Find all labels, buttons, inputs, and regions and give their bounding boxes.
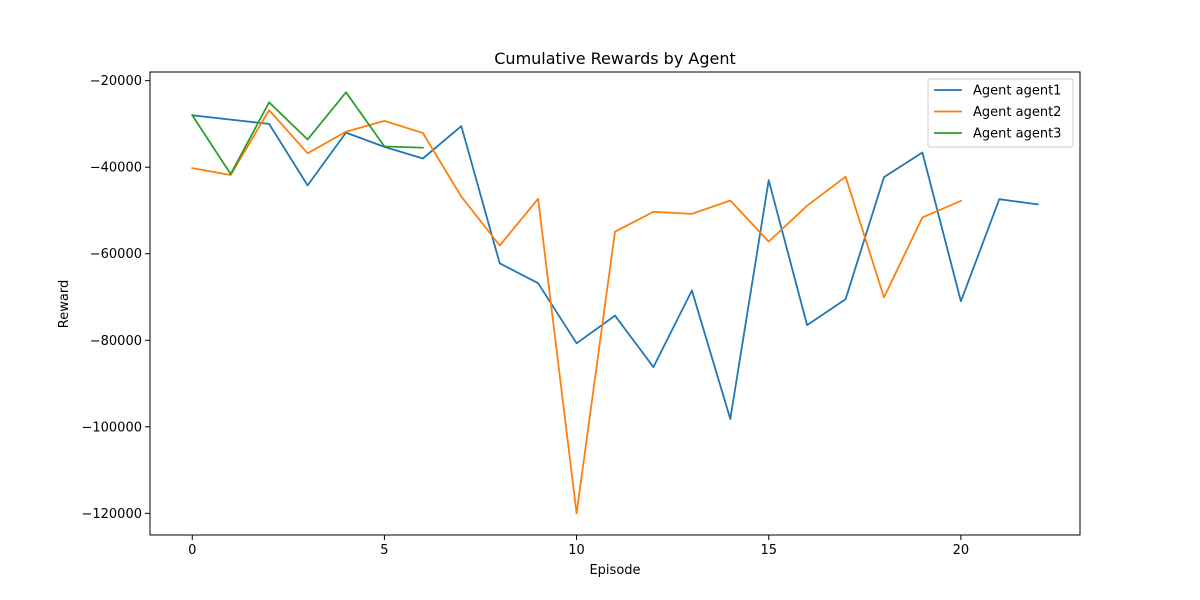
legend: Agent agent1 Agent agent2 Agent agent3 [927, 78, 1074, 148]
legend-box [927, 78, 1074, 148]
x-axis-label: Episode [589, 563, 640, 578]
legend-label-2: Agent agent2 [973, 105, 1061, 120]
x-tick-label: 20 [953, 543, 970, 558]
axis-ticks: 0 5 10 15 20 −20000 −40000 −60000 −80000 −100000 −… [81, 74, 969, 558]
series-line-3 [191, 91, 424, 176]
y-tick-label: −20000 [90, 74, 142, 89]
y-tick-label: −40000 [90, 161, 142, 176]
x-tick-label: 0 [188, 543, 196, 558]
x-tick-label: 5 [380, 543, 388, 558]
y-tick-label: −80000 [90, 334, 142, 349]
series-line-1 [191, 114, 1039, 420]
x-tick-label: 15 [760, 543, 777, 558]
plot-frame [149, 71, 1081, 536]
x-tick-label: 10 [568, 543, 585, 558]
series-lines [191, 91, 1039, 515]
y-axis-label: Reward [57, 280, 72, 328]
chart-title: Cumulative Rewards by Agent [494, 49, 735, 68]
y-tick-label: −60000 [90, 247, 142, 262]
legend-label-3: Agent agent3 [973, 127, 1061, 142]
series-line-2 [191, 109, 963, 515]
y-tick-label: −120000 [81, 507, 142, 522]
legend-label-1: Agent agent1 [973, 84, 1061, 99]
y-tick-label: −100000 [81, 420, 142, 435]
